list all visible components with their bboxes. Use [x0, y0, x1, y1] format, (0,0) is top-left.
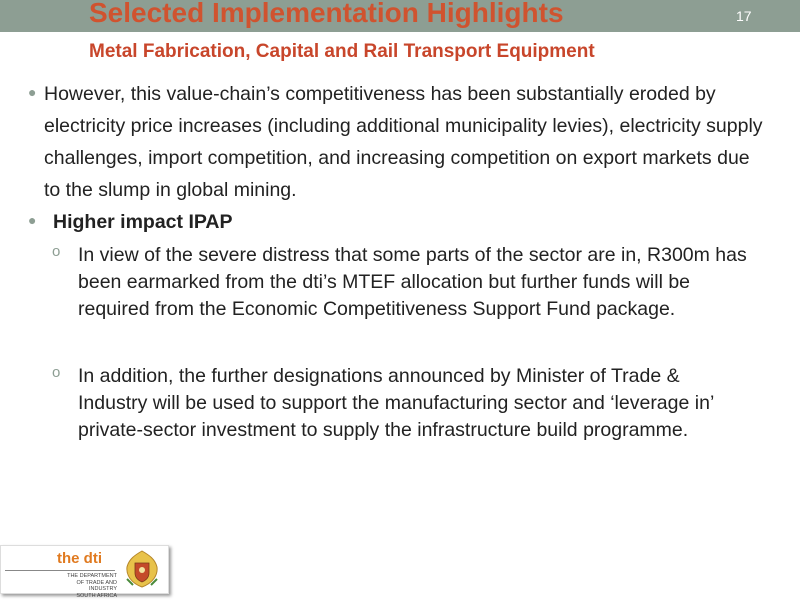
slide-subtitle: Metal Fabrication, Capital and Rail Tran… — [89, 41, 595, 62]
bullet-dot-icon: ● — [28, 84, 37, 100]
logo-department: THE DEPARTMENT OF TRADE AND INDUSTRY SOU… — [67, 573, 117, 599]
bullet-item: ● Higher impact IPAP — [28, 208, 233, 236]
logo-divider — [5, 570, 115, 571]
circle-bullet-icon: o — [52, 364, 61, 381]
bullet-dot-icon: ● — [28, 212, 37, 228]
slide-number: 17 — [736, 8, 752, 24]
bullet-heading: Higher impact IPAP — [53, 211, 233, 233]
logo-name: the dti — [57, 550, 102, 567]
bullet-item: ● However, this value-chain’s competitiv… — [28, 78, 768, 206]
coat-of-arms-icon — [126, 550, 158, 588]
sub-bullet-item: o In addition, the further designations … — [52, 363, 752, 444]
title-bar — [0, 0, 800, 32]
slide-title: Selected Implementation Highlights — [89, 0, 564, 28]
sub-bullet-text: In addition, the further designations an… — [78, 365, 714, 441]
dti-logo: the dti THE DEPARTMENT OF TRADE AND INDU… — [0, 545, 169, 599]
sub-bullet-item: o In view of the severe distress that so… — [52, 242, 752, 323]
bullet-text: However, this value-chain’s competitiven… — [44, 83, 763, 201]
circle-bullet-icon: o — [52, 243, 61, 260]
sub-bullet-text: In view of the severe distress that some… — [78, 244, 747, 320]
